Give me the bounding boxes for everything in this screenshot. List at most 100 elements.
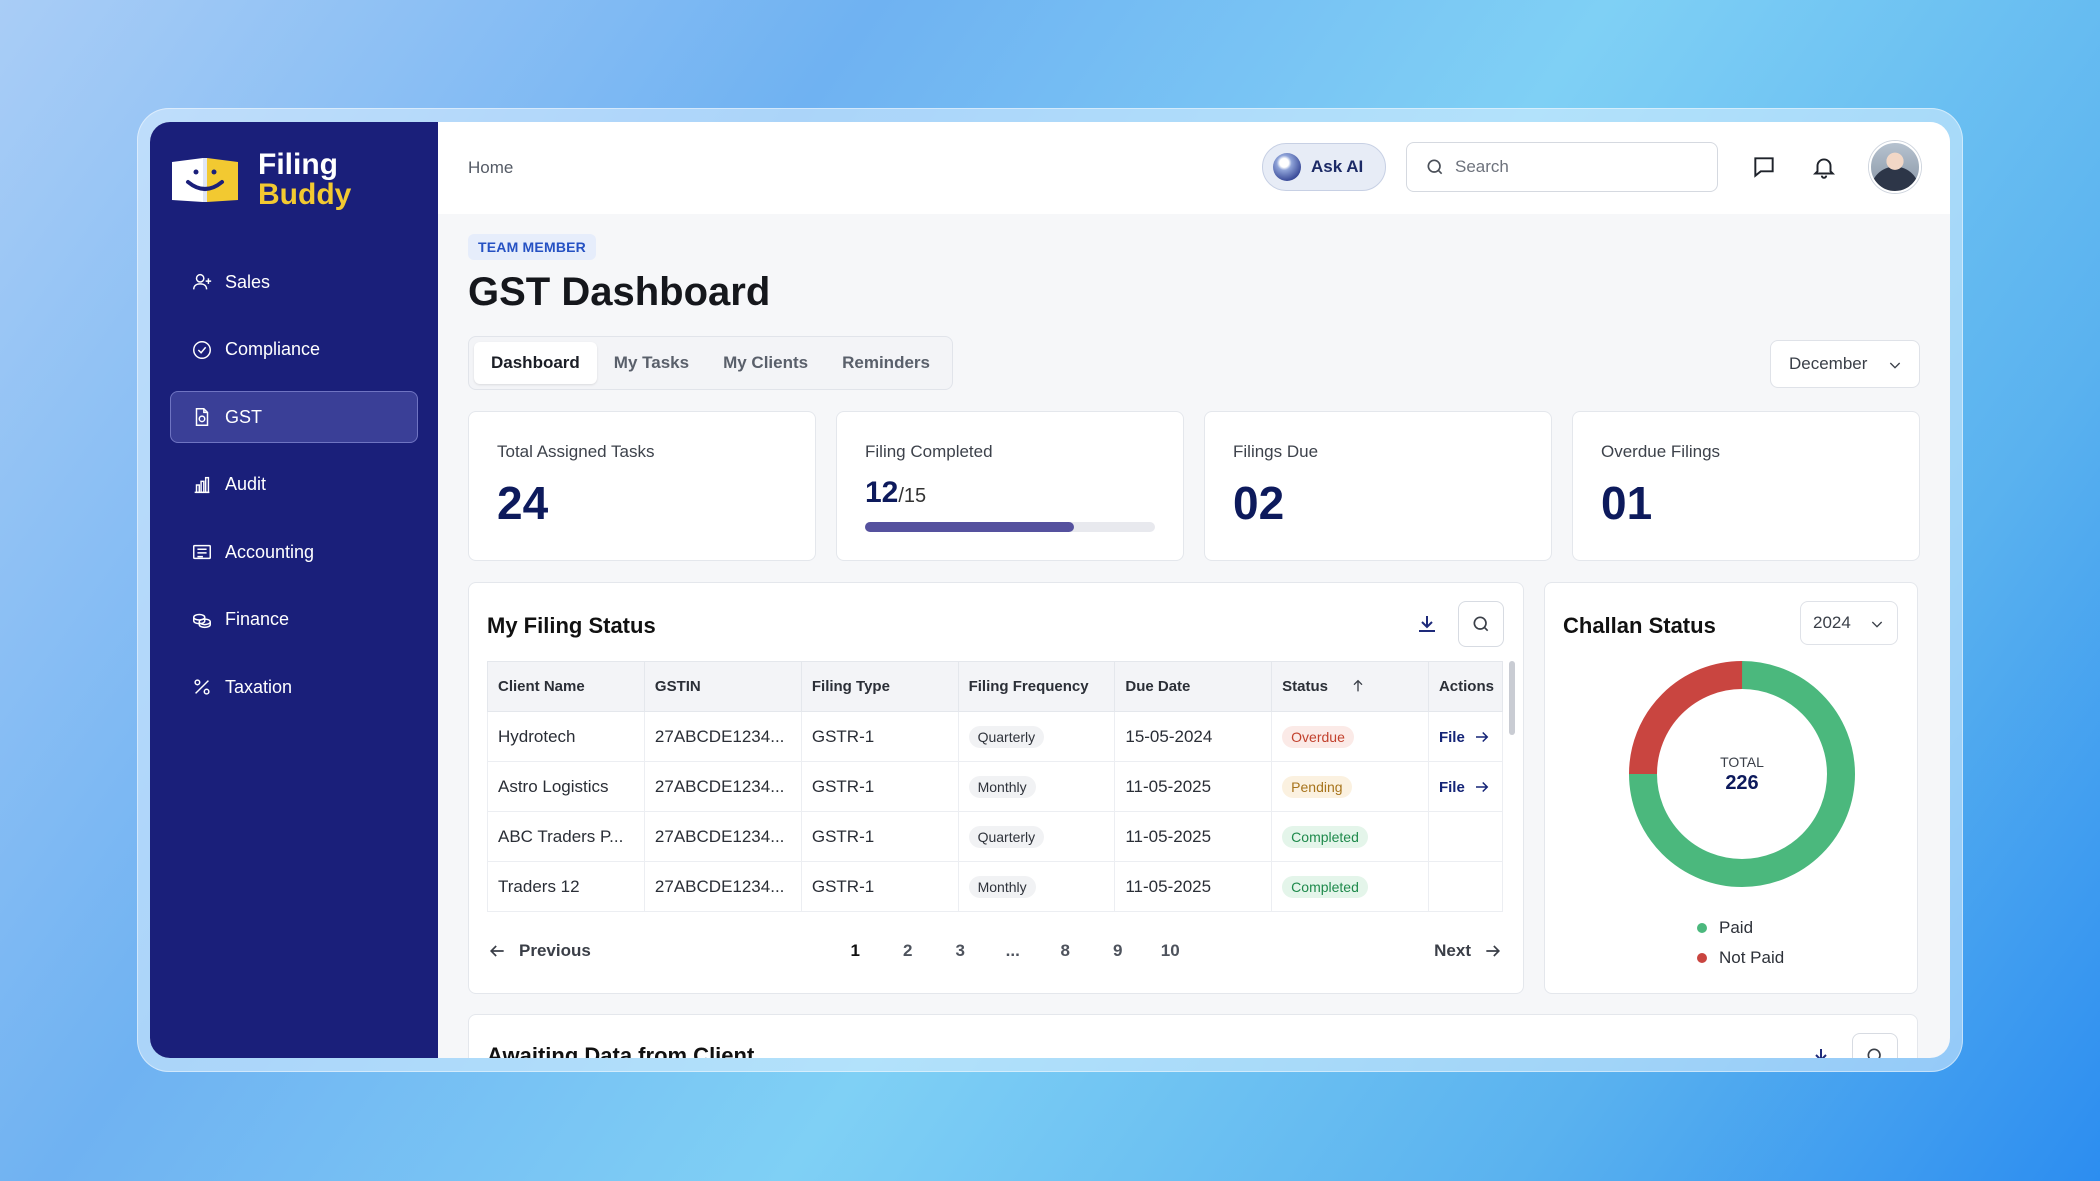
stat-label: Total Assigned Tasks	[497, 442, 655, 461]
column-header[interactable]: Actions	[1427, 661, 1504, 712]
file-action-link[interactable]: File	[1439, 728, 1491, 746]
stats-row: Total Assigned Tasks 24 Filing Completed…	[468, 411, 1920, 561]
chevron-down-icon	[1889, 362, 1901, 369]
search-input[interactable]: Search	[1406, 142, 1718, 192]
sidebar-item-label: Taxation	[225, 676, 293, 697]
download-icon[interactable]	[1809, 1045, 1833, 1058]
download-icon[interactable]	[1415, 612, 1439, 636]
sidebar-item-accounting[interactable]: Accounting	[170, 526, 418, 578]
table-row[interactable]: Hydrotech 27ABCDE1234... GSTR-1 Quarterl…	[487, 711, 1504, 762]
file-action-link[interactable]: File	[1439, 778, 1491, 796]
bell-icon[interactable]	[1811, 154, 1837, 180]
stat-card-filings-due: Filings Due 02	[1204, 411, 1552, 561]
role-badge: TEAM MEMBER	[468, 234, 596, 260]
card-title: Challan Status	[1563, 613, 1716, 638]
ai-orb-icon	[1273, 153, 1301, 181]
top-header: Home Ask AI Search	[438, 122, 1950, 214]
legend-item-not-paid[interactable]: Not Paid	[1697, 943, 1784, 973]
column-header[interactable]: Due Date	[1114, 661, 1273, 712]
page-ellipsis: ...	[1005, 941, 1020, 960]
cell-client: Astro Logistics	[487, 761, 645, 812]
tab-my-clients[interactable]: My Clients	[723, 353, 809, 372]
cell-due-date: 15-05-2024	[1114, 711, 1273, 762]
cell-gstin: 27ABCDE1234...	[643, 761, 802, 812]
bar-chart-icon	[194, 476, 210, 493]
tab-bar: Dashboard My Tasks My Clients Reminders	[468, 336, 953, 390]
app-window: Filing Buddy Sales Compliance GST Audit	[150, 122, 1950, 1058]
page-title: GST Dashboard	[468, 270, 771, 314]
page-number[interactable]: 3	[955, 941, 965, 960]
progress-fill	[865, 522, 1074, 532]
chat-icon[interactable]	[1751, 154, 1777, 180]
page-number[interactable]: 2	[903, 941, 913, 960]
sidebar-item-audit[interactable]: Audit	[170, 459, 418, 511]
search-icon	[1867, 1048, 1881, 1058]
tab-my-tasks[interactable]: My Tasks	[613, 353, 690, 372]
page-number[interactable]: 1	[850, 941, 860, 960]
page-number[interactable]: 10	[1160, 941, 1180, 960]
percent-icon	[194, 679, 210, 695]
sidebar-item-label: GST	[225, 406, 263, 427]
sort-arrow-up-icon[interactable]	[1350, 678, 1366, 694]
cell-actions	[1427, 861, 1504, 912]
card-title: My Filing Status	[487, 613, 656, 638]
donut-total-value: 226	[1725, 772, 1758, 794]
sidebar-item-finance[interactable]: Finance	[170, 594, 418, 646]
status-badge: Pending	[1282, 775, 1352, 798]
sidebar-item-sales[interactable]: Sales	[170, 256, 418, 308]
cell-type: GSTR-1	[800, 711, 959, 762]
previous-page-button[interactable]: Previous	[487, 941, 591, 961]
logo-icon	[170, 154, 240, 206]
tab-dashboard[interactable]: Dashboard	[474, 342, 597, 384]
frequency-pill: Quarterly	[968, 825, 1045, 848]
next-page-button[interactable]: Next	[1434, 941, 1503, 961]
page-number[interactable]: 8	[1060, 941, 1070, 960]
stat-value: 24	[497, 477, 549, 529]
cell-gstin: 27ABCDE1234...	[643, 811, 802, 862]
user-plus-icon	[193, 273, 212, 290]
sidebar-item-compliance[interactable]: Compliance	[170, 324, 418, 376]
month-select[interactable]: December	[1770, 340, 1920, 388]
cell-client: ABC Traders P...	[487, 811, 645, 862]
table-row[interactable]: Astro Logistics 27ABCDE1234... GSTR-1 Mo…	[487, 761, 1504, 812]
check-circle-icon	[193, 340, 211, 359]
year-select[interactable]: 2024	[1800, 601, 1898, 645]
table-row[interactable]: Traders 12 27ABCDE1234... GSTR-1 Monthly…	[487, 861, 1504, 912]
sidebar-item-gst[interactable]: GST	[170, 391, 418, 443]
ask-ai-button[interactable]: Ask AI	[1262, 143, 1386, 191]
column-header[interactable]: Client Name	[487, 661, 645, 712]
table-row[interactable]: ABC Traders P... 27ABCDE1234... GSTR-1 Q…	[487, 811, 1504, 862]
legend-dot	[1697, 923, 1707, 933]
table-scrollbar[interactable]	[1509, 661, 1515, 735]
stat-card-filing-completed: Filing Completed 12/15	[836, 411, 1184, 561]
avatar[interactable]	[1869, 141, 1921, 193]
stat-card-total-assigned: Total Assigned Tasks 24	[468, 411, 816, 561]
challan-status-card: Challan Status 2024 TOTAL 226 Paid Not P…	[1544, 582, 1918, 994]
brand-logo[interactable]: Filing Buddy	[170, 150, 351, 210]
awaiting-search-button[interactable]	[1852, 1033, 1898, 1058]
stat-value: 01	[1601, 477, 1653, 529]
cell-due-date: 11-05-2025	[1114, 861, 1273, 912]
legend-item-paid[interactable]: Paid	[1697, 913, 1784, 943]
challan-donut-chart: TOTAL 226	[1629, 661, 1855, 887]
document-icon	[195, 408, 209, 426]
table-search-button[interactable]	[1458, 601, 1504, 647]
search-placeholder: Search	[1455, 157, 1509, 176]
page-number[interactable]: 9	[1113, 941, 1123, 960]
column-header[interactable]: Filing Frequency	[957, 661, 1116, 712]
arrow-left-icon	[489, 945, 504, 957]
sidebar-item-label: Finance	[225, 609, 290, 629]
column-header-status[interactable]: Status	[1271, 661, 1429, 712]
stat-value: 02	[1233, 477, 1285, 529]
chevron-down-icon	[1871, 621, 1883, 628]
frequency-pill: Monthly	[968, 875, 1036, 898]
sidebar-item-taxation[interactable]: Taxation	[170, 661, 418, 713]
column-header[interactable]: Filing Type	[800, 661, 959, 712]
breadcrumb[interactable]: Home	[468, 158, 514, 177]
donut-segment-not-paid[interactable]	[1629, 661, 1855, 887]
cell-client: Traders 12	[487, 861, 645, 912]
brand-name-line2: Buddy	[258, 178, 352, 211]
column-header[interactable]: GSTIN	[643, 661, 802, 712]
tab-reminders[interactable]: Reminders	[842, 353, 930, 372]
sidebar-nav: Sales Compliance GST Audit Accounting Fi…	[170, 256, 418, 729]
